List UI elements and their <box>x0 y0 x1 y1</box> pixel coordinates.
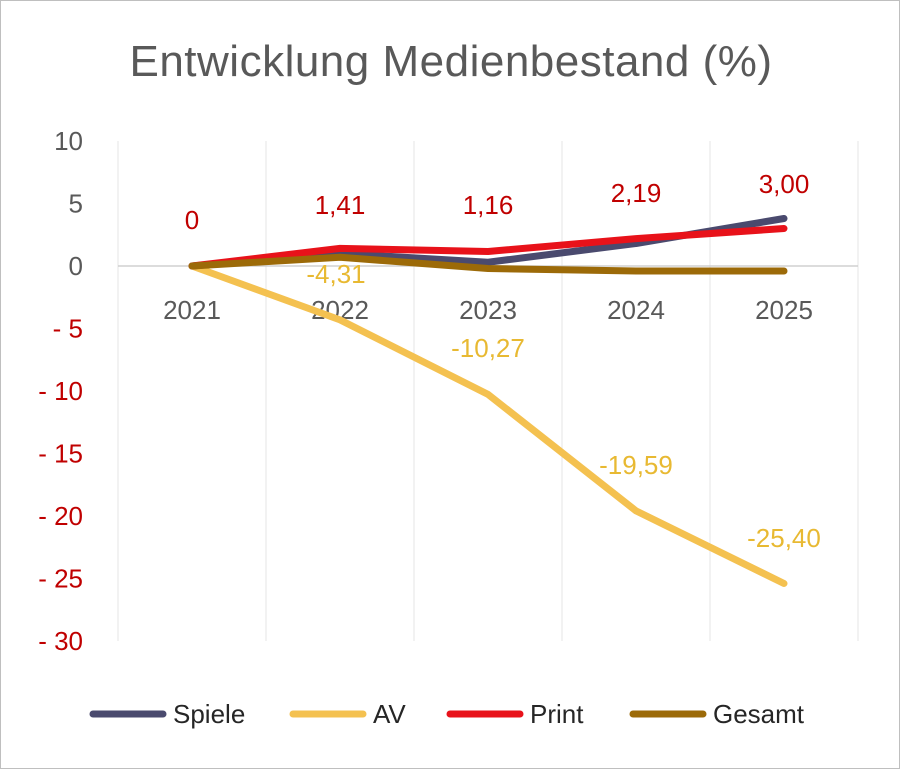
x-tick-label: 2021 <box>163 295 221 325</box>
y-tick-label: - 15 <box>38 439 83 469</box>
y-tick-label: - 5 <box>53 314 83 344</box>
y-tick-label: 0 <box>69 251 83 281</box>
legend-label-av: AV <box>373 699 406 729</box>
y-tick-label: 5 <box>69 189 83 219</box>
legend-label-print: Print <box>530 699 584 729</box>
series-line-av <box>188 262 788 587</box>
data-label-av: -4,31 <box>306 259 365 289</box>
data-label-av: -25,40 <box>747 523 821 553</box>
y-tick-label: - 30 <box>38 626 83 656</box>
data-label-av: -10,27 <box>451 333 525 363</box>
series-line-gesamt <box>188 253 788 275</box>
legend-label-spiele: Spiele <box>173 699 245 729</box>
y-tick-label: - 25 <box>38 564 83 594</box>
data-label-print: 3,00 <box>759 169 810 199</box>
x-tick-label: 2023 <box>459 295 517 325</box>
data-label-print: 0 <box>185 205 199 235</box>
y-tick-label: - 10 <box>38 376 83 406</box>
data-label-print: 1,41 <box>315 190 366 220</box>
y-tick-label: - 20 <box>38 501 83 531</box>
x-tick-label: 2025 <box>755 295 813 325</box>
data-label-print: 2,19 <box>611 178 662 208</box>
chart-title: Entwicklung Medienbestand (%) <box>129 37 773 86</box>
y-tick-label: 10 <box>54 126 83 156</box>
series-line-print <box>188 225 788 270</box>
legend-label-gesamt: Gesamt <box>713 699 805 729</box>
x-tick-label: 2024 <box>607 295 665 325</box>
data-label-av: -19,59 <box>599 450 673 480</box>
data-label-print: 1,16 <box>463 190 514 220</box>
